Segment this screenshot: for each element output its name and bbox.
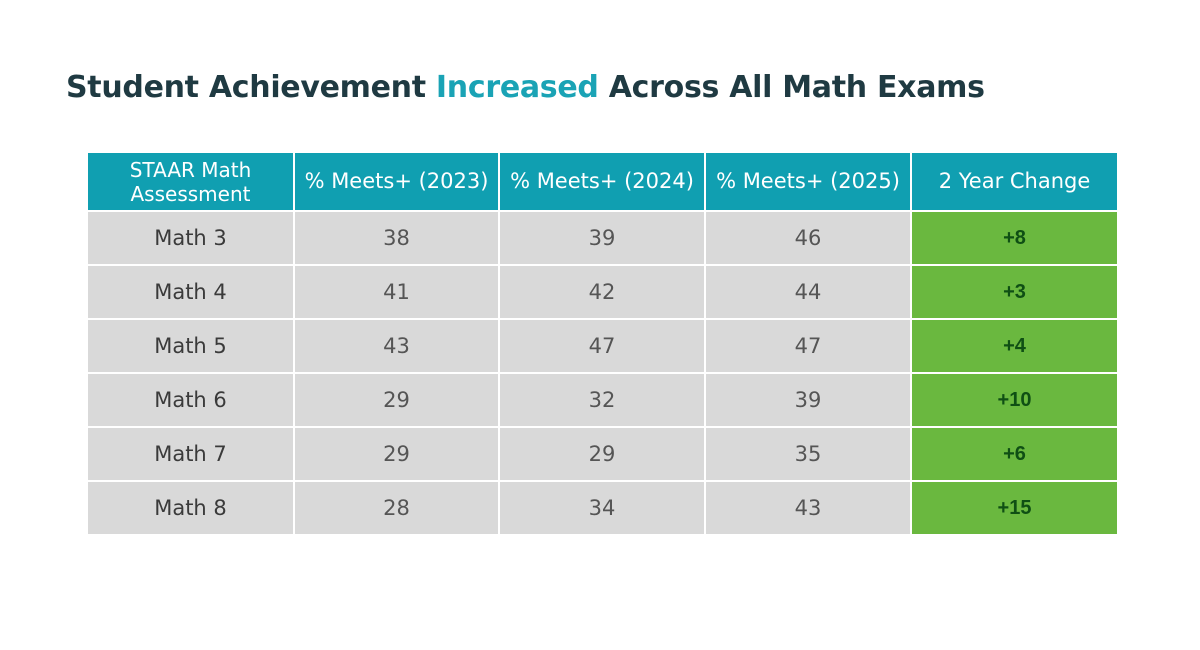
- cell-meets-2024: 29: [499, 427, 706, 482]
- table-row: Math 5 43 47 47 +4: [88, 319, 1117, 374]
- cell-change: +4: [911, 319, 1117, 374]
- cell-meets-2024: 32: [499, 373, 706, 428]
- header-meets-2023: % Meets+ (2023): [294, 153, 500, 212]
- cell-change: +6: [911, 427, 1117, 482]
- cell-meets-2023: 41: [294, 265, 500, 320]
- table-row: Math 8 28 34 43 +15: [88, 481, 1117, 534]
- header-meets-2025: % Meets+ (2025): [705, 153, 912, 212]
- title-highlight: Increased: [435, 70, 599, 105]
- cell-change: +15: [911, 481, 1117, 534]
- cell-change: +10: [911, 373, 1117, 428]
- cell-meets-2023: 29: [294, 427, 500, 482]
- cell-meets-2023: 43: [294, 319, 500, 374]
- cell-meets-2023: 38: [294, 211, 500, 266]
- cell-meets-2024: 42: [499, 265, 706, 320]
- cell-meets-2023: 29: [294, 373, 500, 428]
- cell-meets-2025: 35: [705, 427, 912, 482]
- title-text-end: Across All Math Exams: [598, 70, 985, 105]
- results-table-container: STAAR Math Assessment % Meets+ (2023) % …: [88, 153, 1117, 534]
- cell-meets-2023: 28: [294, 481, 500, 534]
- cell-meets-2024: 47: [499, 319, 706, 374]
- cell-meets-2024: 39: [499, 211, 706, 266]
- cell-assessment: Math 4: [88, 265, 295, 320]
- cell-meets-2025: 43: [705, 481, 912, 534]
- cell-assessment: Math 3: [88, 211, 295, 266]
- results-table: STAAR Math Assessment % Meets+ (2023) % …: [88, 153, 1117, 534]
- header-assessment: STAAR Math Assessment: [88, 153, 295, 212]
- table-row: Math 6 29 32 39 +10: [88, 373, 1117, 428]
- cell-meets-2025: 44: [705, 265, 912, 320]
- cell-assessment: Math 5: [88, 319, 295, 374]
- table-row: Math 4 41 42 44 +3: [88, 265, 1117, 320]
- title-text-start: Student Achievement: [66, 70, 436, 105]
- table-header-row: STAAR Math Assessment % Meets+ (2023) % …: [88, 153, 1117, 212]
- cell-meets-2025: 46: [705, 211, 912, 266]
- cell-meets-2024: 34: [499, 481, 706, 534]
- header-two-year-change: 2 Year Change: [911, 153, 1117, 212]
- table-row: Math 7 29 29 35 +6: [88, 427, 1117, 482]
- cell-meets-2025: 39: [705, 373, 912, 428]
- cell-change: +8: [911, 211, 1117, 266]
- cell-change: +3: [911, 265, 1117, 320]
- cell-assessment: Math 8: [88, 481, 295, 534]
- header-meets-2024: % Meets+ (2024): [499, 153, 706, 212]
- cell-assessment: Math 7: [88, 427, 295, 482]
- table-row: Math 3 38 39 46 +8: [88, 211, 1117, 266]
- cell-meets-2025: 47: [705, 319, 912, 374]
- cell-assessment: Math 6: [88, 373, 295, 428]
- slide-title: Student Achievement Increased Across All…: [66, 70, 985, 105]
